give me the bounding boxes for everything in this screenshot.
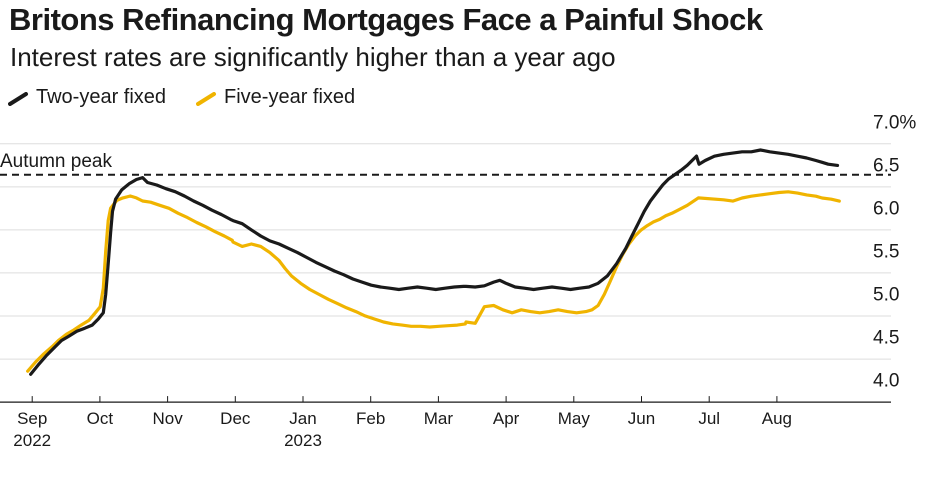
svg-text:4.0: 4.0 [873,371,899,392]
svg-text:2023: 2023 [284,431,322,450]
svg-text:Sep: Sep [17,409,47,428]
svg-text:4.5: 4.5 [873,328,899,349]
svg-text:5.5: 5.5 [873,241,899,262]
svg-text:Aug: Aug [762,409,792,428]
svg-text:6.0: 6.0 [873,198,899,219]
svg-text:May: May [558,409,591,428]
svg-text:Dec: Dec [220,409,251,428]
svg-text:Jun: Jun [628,409,655,428]
svg-text:Autumn peak: Autumn peak [0,151,112,172]
svg-text:5.0: 5.0 [873,285,899,306]
svg-text:Jan: Jan [289,409,316,428]
svg-text:Oct: Oct [87,409,114,428]
svg-text:2022: 2022 [13,431,51,450]
svg-text:Apr: Apr [493,409,520,428]
svg-text:7.0%: 7.0% [873,112,916,133]
svg-text:6.5: 6.5 [873,155,899,176]
svg-text:Feb: Feb [356,409,385,428]
svg-text:Mar: Mar [424,409,454,428]
svg-text:Nov: Nov [152,409,183,428]
svg-text:Jul: Jul [698,409,720,428]
